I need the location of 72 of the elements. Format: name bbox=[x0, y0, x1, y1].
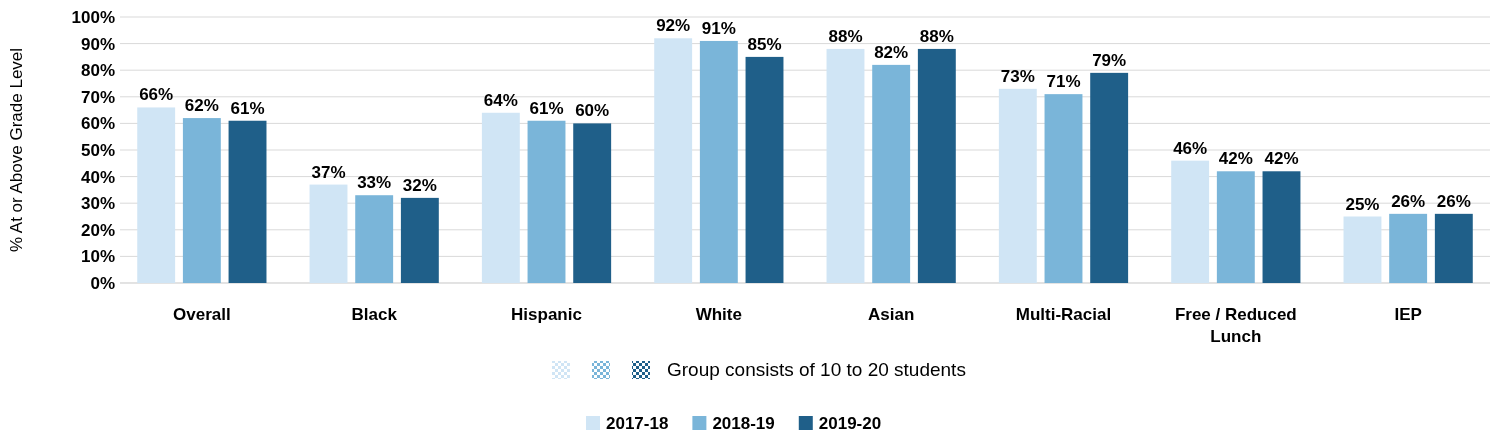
bar bbox=[1434, 213, 1473, 283]
bar bbox=[137, 107, 176, 283]
text: Group consists of 10 to 20 students bbox=[667, 359, 966, 380]
bar bbox=[355, 195, 394, 283]
bar bbox=[745, 56, 784, 283]
x-tick-label: Hispanic bbox=[511, 305, 582, 324]
x-tick-label: Overall bbox=[173, 305, 231, 324]
x-tick-label: Free / Reduced Lunch bbox=[1174, 305, 1297, 346]
bar bbox=[481, 112, 520, 283]
data-label: 33% bbox=[357, 173, 392, 193]
x-tick-label: White bbox=[695, 305, 742, 324]
y-tick-label: 10% bbox=[80, 247, 115, 267]
x-tick-label: Asian bbox=[868, 305, 915, 324]
legend-label: 2019-20 bbox=[818, 414, 882, 433]
bar bbox=[573, 123, 612, 283]
y-tick-label: 70% bbox=[80, 87, 115, 107]
bar bbox=[182, 118, 221, 283]
bar bbox=[654, 38, 693, 283]
x-tick-label: Multi-Racial bbox=[1015, 305, 1112, 324]
data-label: 92% bbox=[656, 16, 691, 36]
y-axis-title: % At or Above Grade Level bbox=[7, 47, 26, 253]
data-label: 79% bbox=[1092, 50, 1127, 70]
data-label: 26% bbox=[1436, 191, 1471, 211]
data-label: 37% bbox=[311, 162, 346, 182]
bar bbox=[1343, 216, 1382, 283]
data-label: 61% bbox=[230, 98, 265, 118]
data-label: 64% bbox=[483, 90, 518, 110]
data-label: 61% bbox=[529, 98, 564, 118]
data-label: 82% bbox=[874, 42, 909, 62]
bar bbox=[998, 88, 1037, 283]
bar bbox=[1044, 94, 1083, 283]
data-label: 42% bbox=[1218, 149, 1253, 169]
bar bbox=[1262, 171, 1301, 283]
bar bbox=[1389, 213, 1428, 283]
data-label: 46% bbox=[1173, 138, 1208, 158]
bar bbox=[1216, 171, 1255, 283]
data-label: 26% bbox=[1391, 191, 1426, 211]
data-label: 73% bbox=[1000, 66, 1035, 86]
legend-label: 2018-19 bbox=[712, 414, 775, 433]
bar bbox=[400, 197, 439, 283]
data-label: 85% bbox=[747, 34, 782, 54]
data-label: 62% bbox=[184, 96, 219, 116]
data-label: 88% bbox=[828, 26, 863, 46]
bar bbox=[826, 48, 865, 283]
data-label: 25% bbox=[1345, 194, 1380, 214]
data-label: 42% bbox=[1264, 149, 1299, 169]
y-tick-label: 80% bbox=[80, 61, 115, 81]
data-label: 71% bbox=[1046, 72, 1081, 92]
bar bbox=[527, 120, 566, 283]
y-tick-label: 40% bbox=[80, 167, 115, 187]
data-label: 66% bbox=[139, 85, 174, 105]
data-label: 88% bbox=[919, 26, 954, 46]
data-label: 60% bbox=[575, 101, 610, 121]
bar bbox=[309, 184, 348, 283]
x-tick-label: IEP bbox=[1394, 305, 1422, 324]
y-tick-label: 0% bbox=[90, 273, 115, 293]
bar bbox=[1171, 160, 1210, 283]
bar bbox=[228, 120, 267, 283]
data-label: 91% bbox=[701, 18, 736, 38]
bar bbox=[917, 48, 956, 283]
legend-label: 2017-18 bbox=[606, 414, 669, 433]
y-tick-label: 60% bbox=[80, 114, 115, 134]
y-tick-label: 90% bbox=[80, 34, 115, 54]
bar bbox=[1090, 72, 1129, 283]
y-tick-label: 100% bbox=[71, 7, 115, 27]
y-tick-label: 30% bbox=[80, 194, 115, 214]
data-label: 32% bbox=[402, 175, 437, 195]
bar bbox=[699, 40, 738, 283]
y-tick-label: 20% bbox=[80, 220, 115, 240]
x-tick-label: Black bbox=[351, 305, 398, 324]
bar bbox=[872, 64, 911, 283]
y-tick-label: 50% bbox=[80, 140, 115, 160]
